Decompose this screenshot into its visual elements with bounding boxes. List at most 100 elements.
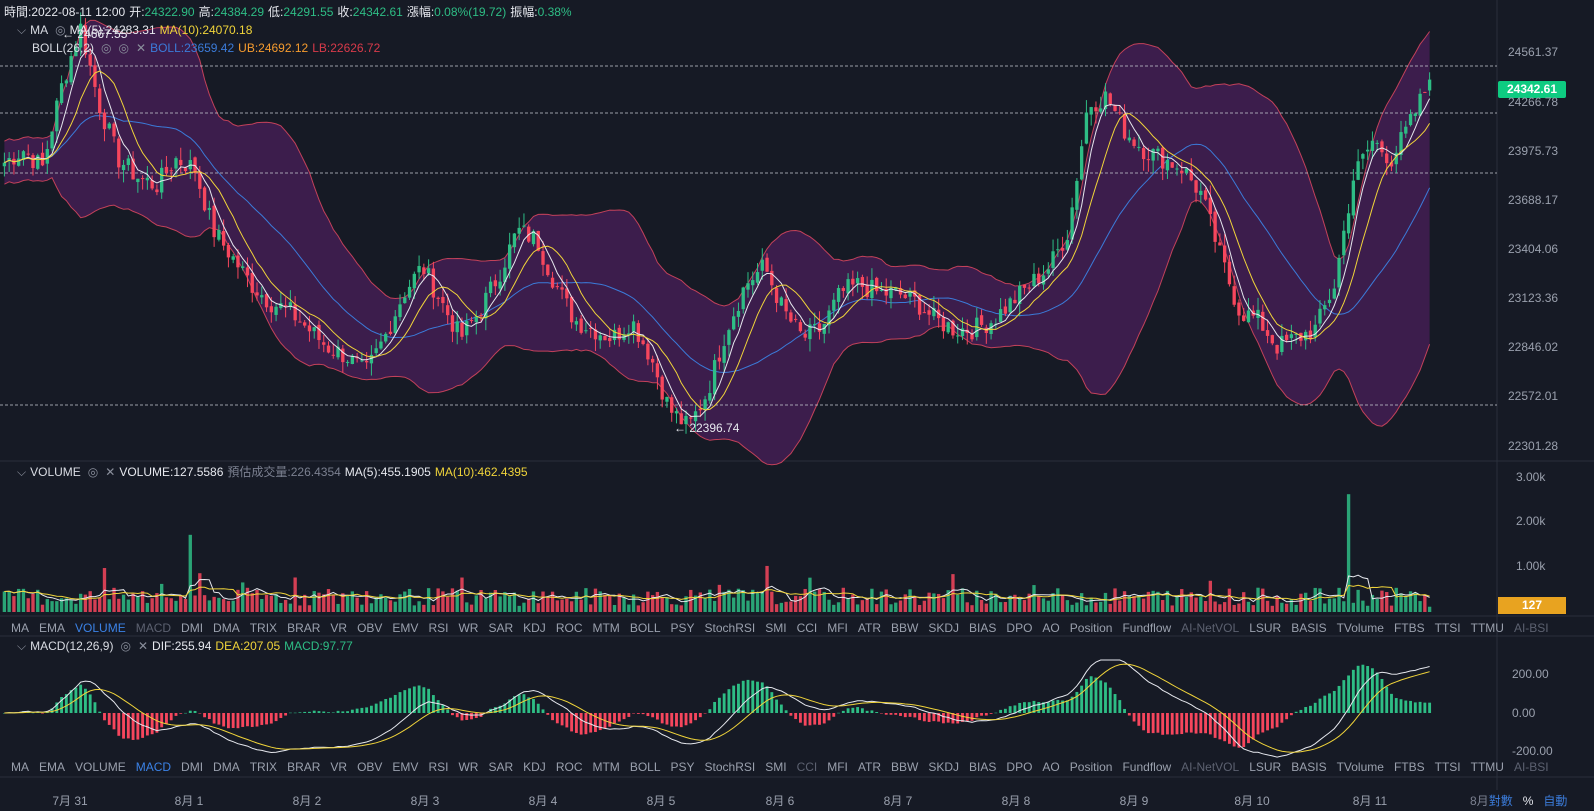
settings-icon[interactable]: ◎ [120,639,131,653]
indicator-tab-smi[interactable]: SMI [765,760,787,774]
indicator-tab-basis[interactable]: BASIS [1291,760,1327,774]
indicator-tab-bias[interactable]: BIAS [969,621,997,635]
indicator-tab-fundflow[interactable]: Fundflow [1122,760,1172,774]
indicator-tab-ema[interactable]: EMA [39,621,66,635]
indicator-tab-wr[interactable]: WR [458,621,479,635]
indicator-tab-mtm[interactable]: MTM [592,760,620,774]
indicator-tab-ai-netvol[interactable]: AI-NetVOL [1181,760,1240,774]
indicator-tab-ttsi[interactable]: TTSI [1434,621,1461,635]
indicator-tab-trix[interactable]: TRIX [249,760,278,774]
indicator-tab-dpo[interactable]: DPO [1006,760,1033,774]
indicator-tab-emv[interactable]: EMV [392,760,419,774]
close-icon[interactable]: ✕ [105,465,116,479]
indicator-tab-ema[interactable]: EMA [39,760,66,774]
indicator-tab-dma[interactable]: DMA [213,621,240,635]
indicator-tab-dmi[interactable]: DMI [181,760,204,774]
indicator-tab-kdj[interactable]: KDJ [523,760,546,774]
indicator-tab-basis[interactable]: BASIS [1291,621,1327,635]
indicator-tab-vr[interactable]: VR [330,621,348,635]
indicator-tab-mfi[interactable]: MFI [827,621,848,635]
indicator-tab-ftbs[interactable]: FTBS [1393,621,1425,635]
indicator-tab-boll[interactable]: BOLL [629,760,661,774]
indicator-tab-boll[interactable]: BOLL [629,621,661,635]
indicator-tab-sar[interactable]: SAR [488,621,514,635]
indicator-tab-smi[interactable]: SMI [765,621,787,635]
indicator-tab-obv[interactable]: OBV [357,760,383,774]
indicator-tab-macd[interactable]: MACD [135,760,172,774]
indicator-tab-ai-bsi[interactable]: AI-BSI [1513,760,1549,774]
indicator-tab-brar[interactable]: BRAR [287,760,321,774]
indicator-tab-rsi[interactable]: RSI [428,621,449,635]
indicator-tab-stochrsi[interactable]: StochRSI [704,760,756,774]
settings-icon[interactable]: ◎ [55,23,66,37]
close-icon[interactable]: ✕ [137,639,149,653]
collapse-chevron-icon[interactable]: ⌵ [17,465,27,479]
indicator-tab-mtm[interactable]: MTM [592,621,620,635]
settings-icon[interactable]: ◎ [118,41,130,55]
volume-bar [174,600,178,612]
indicator-tab-atr[interactable]: ATR [857,621,882,635]
indicator-tab-stochrsi[interactable]: StochRSI [704,621,756,635]
indicator-tab-skdj[interactable]: SKDJ [928,760,960,774]
log-scale-toggle[interactable]: 對數 [1488,794,1513,808]
indicator-tab-macd[interactable]: MACD [135,621,172,635]
indicator-tab-sar[interactable]: SAR [488,760,514,774]
indicator-tab-cci[interactable]: CCI [796,760,818,774]
indicator-tab-position[interactable]: Position [1069,621,1113,635]
indicator-tab-brar[interactable]: BRAR [287,621,321,635]
indicator-tab-fundflow[interactable]: Fundflow [1122,621,1172,635]
indicator-tab-ma[interactable]: MA [11,621,29,635]
candle-body [1070,207,1074,240]
indicator-tab-mfi[interactable]: MFI [827,760,848,774]
indicator-tab-vr[interactable]: VR [330,760,348,774]
settings-icon[interactable]: ◎ [87,465,99,479]
indicator-tab-ai-netvol[interactable]: AI-NetVOL [1181,621,1240,635]
indicator-tab-wr[interactable]: WR [458,760,479,774]
macd-histogram-bar [675,713,678,727]
indicator-tab-trix[interactable]: TRIX [249,621,278,635]
volume-bar [307,605,312,612]
auto-scale-toggle[interactable]: 自動 [1543,794,1568,808]
candle-body [303,322,307,326]
indicator-tab-emv[interactable]: EMV [392,621,419,635]
indicator-tab-position[interactable]: Position [1069,760,1113,774]
close-icon[interactable]: ✕ [136,41,147,55]
indicator-tab-dpo[interactable]: DPO [1006,621,1033,635]
indicator-tab-cci[interactable]: CCI [796,621,818,635]
indicator-tab-psy[interactable]: PSY [670,760,695,774]
indicator-tab-volume[interactable]: VOLUME [75,621,126,635]
indicator-tab-volume[interactable]: VOLUME [75,760,126,774]
indicator-tab-ttsi[interactable]: TTSI [1434,760,1461,774]
indicator-tab-bias[interactable]: BIAS [969,760,997,774]
indicator-tab-obv[interactable]: OBV [357,621,383,635]
indicator-tab-kdj[interactable]: KDJ [523,621,546,635]
collapse-chevron-icon[interactable]: ⌵ [17,639,27,653]
indicator-tab-rsi[interactable]: RSI [428,760,449,774]
indicator-tab-ao[interactable]: AO [1042,621,1060,635]
indicator-tab-ftbs[interactable]: FTBS [1393,760,1425,774]
indicator-tab-tvolume[interactable]: TVolume [1336,621,1384,635]
indicator-tab-bbw[interactable]: BBW [891,621,919,635]
indicator-tab-roc[interactable]: ROC [555,760,583,774]
volume-bar [1084,605,1089,612]
indicator-tab-ma[interactable]: MA [11,760,29,774]
indicator-tab-atr[interactable]: ATR [857,760,882,774]
indicator-tab-ttmu[interactable]: TTMU [1470,621,1504,635]
percent-scale-toggle[interactable]: % [1522,794,1534,808]
indicator-tab-skdj[interactable]: SKDJ [928,621,960,635]
indicator-tab-ai-bsi[interactable]: AI-BSI [1513,621,1549,635]
macd-histogram-bar [727,689,731,713]
visibility-icon[interactable]: ◎ [101,41,112,55]
indicator-tab-dma[interactable]: DMA [213,760,240,774]
indicator-tab-roc[interactable]: ROC [555,621,583,635]
indicator-tab-tvolume[interactable]: TVolume [1336,760,1384,774]
indicator-tab-ttmu[interactable]: TTMU [1470,760,1504,774]
indicator-tab-lsur[interactable]: LSUR [1249,760,1282,774]
indicator-tab-bbw[interactable]: BBW [891,760,919,774]
indicator-tab-psy[interactable]: PSY [670,621,695,635]
collapse-chevron-icon[interactable]: ⌵ [17,23,27,37]
indicator-tab-lsur[interactable]: LSUR [1249,621,1282,635]
indicator-tab-ao[interactable]: AO [1042,760,1060,774]
indicator-tab-dmi[interactable]: DMI [181,621,204,635]
